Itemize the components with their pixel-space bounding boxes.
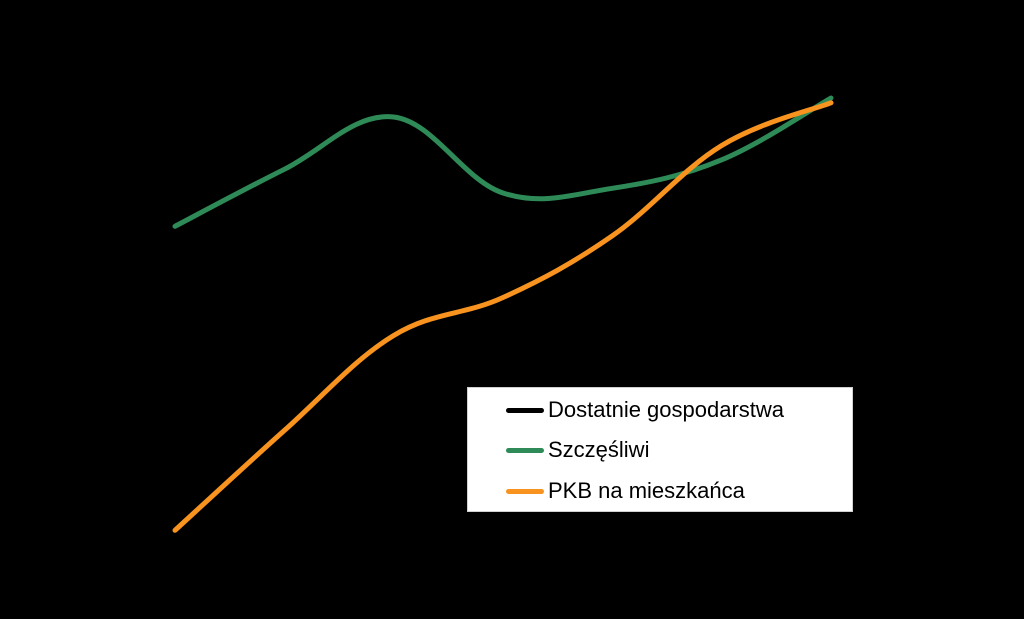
series-line-pkb-na-mieszkanca (172, 100, 834, 533)
legend-item-pkb-na-mieszkanca: PKB na mieszkańca (506, 476, 745, 506)
legend-label-pkb-na-mieszkanca: PKB na mieszkańca (548, 478, 745, 503)
legend-swatch-pkb-na-mieszkanca (506, 488, 544, 494)
series-line-szczesliwi (172, 95, 834, 229)
legend-item-szczesliwi: Szczęśliwi (506, 435, 649, 465)
series-line-dostatnie-gospodarstwa (172, 95, 834, 229)
legend-label-dostatnie-gospodarstwa: Dostatnie gospodarstwa (548, 397, 785, 422)
legend-label-szczesliwi: Szczęśliwi (548, 437, 650, 462)
legend-item-dostatnie-gospodarstwa: Dostatnie gospodarstwa (506, 395, 784, 425)
legend-swatch-szczesliwi (506, 447, 544, 453)
legend: Dostatnie gospodarstwa Szczęśliwi PKB na… (467, 387, 853, 512)
legend-swatch-dostatnie-gospodarstwa (506, 407, 544, 413)
series-layer (172, 95, 834, 533)
